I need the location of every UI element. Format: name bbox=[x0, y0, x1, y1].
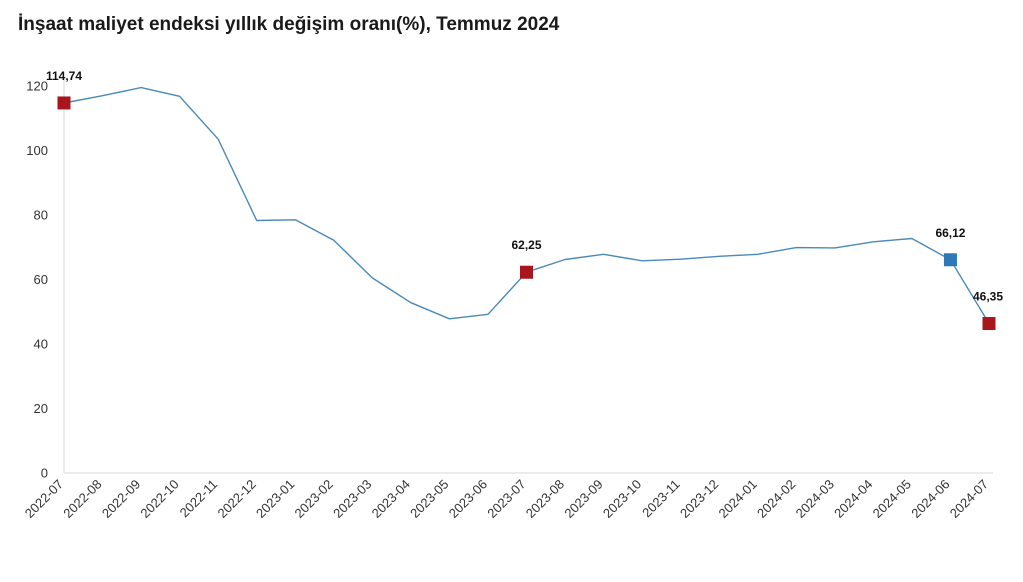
data-point-marker bbox=[57, 96, 71, 110]
x-tick-label: 2024-01 bbox=[716, 477, 760, 521]
x-tick-label: 2023-03 bbox=[330, 477, 374, 521]
series-line bbox=[63, 86, 990, 324]
x-tick-label: 2024-06 bbox=[908, 477, 952, 521]
x-tick-label: 2022-09 bbox=[99, 477, 143, 521]
x-tick-label: 2023-06 bbox=[446, 477, 490, 521]
x-tick-label: 2023-11 bbox=[639, 477, 683, 521]
x-tick-label: 2024-02 bbox=[754, 477, 798, 521]
x-tick-label: 2022-10 bbox=[137, 477, 181, 521]
data-label: 66,12 bbox=[935, 226, 965, 240]
y-tick-label: 20 bbox=[34, 401, 48, 416]
x-tick-label: 2023-02 bbox=[292, 477, 336, 521]
x-tick-label: 2023-08 bbox=[523, 477, 567, 521]
data-label: 114,74 bbox=[46, 69, 82, 83]
x-tick-label: 2022-08 bbox=[60, 477, 104, 521]
y-tick-label: 120 bbox=[26, 79, 48, 94]
y-tick-label: 0 bbox=[41, 466, 48, 481]
x-tick-label: 2024-03 bbox=[793, 477, 837, 521]
series-layer bbox=[63, 86, 990, 324]
y-tick-label: 40 bbox=[34, 337, 48, 352]
axes: 0204060801001202022-072022-082022-092022… bbox=[22, 78, 993, 521]
x-tick-label: 2023-05 bbox=[407, 477, 451, 521]
data-point-marker bbox=[943, 253, 957, 267]
data-label: 62,25 bbox=[511, 238, 541, 252]
y-tick-label: 60 bbox=[34, 272, 48, 287]
x-tick-label: 2023-09 bbox=[561, 477, 605, 521]
x-tick-label: 2023-12 bbox=[677, 477, 721, 521]
x-tick-label: 2024-04 bbox=[831, 477, 875, 521]
chart-title: İnşaat maliyet endeksi yıllık değişim or… bbox=[18, 14, 560, 35]
data-label: 46,35 bbox=[973, 290, 1003, 304]
x-tick-label: 2022-12 bbox=[214, 477, 258, 521]
x-tick-label: 2023-07 bbox=[484, 477, 528, 521]
x-tick-label: 2023-01 bbox=[253, 477, 297, 521]
y-tick-label: 100 bbox=[26, 143, 48, 158]
x-tick-label: 2022-07 bbox=[22, 477, 66, 521]
x-tick-label: 2024-05 bbox=[870, 477, 914, 521]
annotation-markers bbox=[57, 96, 996, 331]
x-tick-label: 2024-07 bbox=[947, 477, 991, 521]
x-tick-label: 2022-11 bbox=[177, 477, 221, 521]
data-labels: 114,74 62,25 66,12 46,35 bbox=[46, 69, 1003, 304]
y-tick-label: 80 bbox=[34, 208, 48, 223]
x-tick-label: 2023-10 bbox=[600, 477, 644, 521]
data-point-marker bbox=[520, 265, 533, 279]
x-tick-label: 2023-04 bbox=[369, 477, 413, 521]
data-point-marker bbox=[982, 317, 996, 331]
